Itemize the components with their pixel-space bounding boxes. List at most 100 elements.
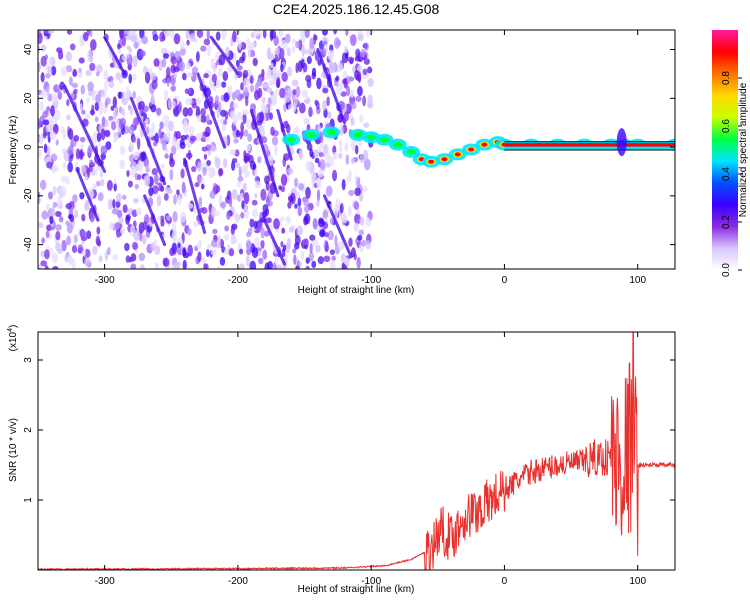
noise-speckle	[219, 202, 227, 209]
noise-speckle	[284, 95, 291, 103]
noise-speckle	[288, 226, 295, 233]
noise-speckle	[315, 100, 320, 110]
noise-speckle	[335, 198, 341, 210]
noise-speckle	[288, 90, 293, 98]
noise-speckle	[45, 230, 50, 239]
noise-speckle	[148, 196, 153, 206]
noise-speckle	[126, 45, 131, 51]
noise-speckle	[247, 227, 253, 235]
noise-speckle	[356, 215, 360, 225]
noise-speckle	[129, 140, 135, 153]
noise-speckle	[152, 141, 158, 147]
noise-streak	[143, 194, 167, 247]
noise-speckle	[241, 200, 245, 210]
noise-speckle	[279, 87, 286, 99]
noise-speckle	[89, 62, 96, 72]
noise-speckle	[360, 239, 367, 247]
noise-speckle	[222, 70, 229, 82]
noise-speckle	[179, 142, 186, 150]
signal-point	[326, 129, 337, 136]
noise-speckle	[50, 153, 58, 162]
noise-speckle	[303, 98, 311, 104]
noise-speckle	[280, 173, 288, 186]
noise-speckle	[353, 222, 360, 233]
noise-speckle	[205, 135, 210, 143]
noise-speckle	[367, 78, 374, 88]
noise-speckle	[41, 237, 46, 244]
noise-speckle	[350, 117, 355, 127]
noise-speckle	[206, 113, 210, 125]
noise-speckle	[238, 166, 242, 178]
noise-speckle	[73, 135, 80, 142]
noise-speckle	[188, 125, 195, 135]
noise-speckle	[349, 34, 357, 46]
noise-speckle	[283, 120, 289, 129]
noise-speckle	[163, 89, 169, 102]
noise-speckle	[103, 68, 109, 81]
noise-speckle	[244, 95, 249, 107]
noise-speckle	[40, 72, 45, 83]
noise-speckle	[198, 196, 203, 208]
noise-speckle	[104, 99, 109, 109]
noise-speckle	[160, 163, 165, 169]
noise-speckle	[209, 190, 216, 200]
noise-speckle	[60, 66, 67, 77]
noise-speckle	[80, 164, 87, 175]
noise-speckle	[107, 198, 113, 210]
noise-speckle	[96, 238, 100, 246]
noise-speckle	[95, 71, 100, 77]
noise-speckle	[77, 67, 83, 79]
noise-streak	[249, 108, 280, 198]
noise-speckle	[150, 104, 157, 113]
y-tick-label: 40	[23, 44, 34, 56]
noise-speckle	[278, 30, 284, 37]
noise-speckle	[242, 182, 247, 192]
noise-speckle	[343, 111, 349, 122]
noise-speckle	[65, 176, 70, 185]
noise-speckle	[49, 131, 56, 141]
noise-speckle	[166, 188, 174, 195]
noise-speckle	[292, 38, 296, 44]
noise-speckle	[231, 160, 236, 171]
noise-speckle	[211, 239, 218, 248]
noise-speckle	[261, 96, 266, 104]
noise-speckle	[93, 165, 98, 176]
noise-streak	[209, 35, 240, 76]
noise-speckle	[170, 56, 177, 65]
noise-speckle	[148, 187, 154, 197]
noise-speckle	[108, 222, 115, 230]
noise-speckle	[199, 207, 204, 213]
noise-speckle	[356, 207, 361, 216]
noise-speckle	[352, 65, 356, 74]
noise-speckle	[240, 82, 244, 91]
noise-speckle	[141, 234, 147, 245]
noise-speckle	[85, 70, 92, 77]
noise-speckle	[262, 204, 269, 213]
signal-point	[366, 134, 377, 141]
noise-speckle	[123, 30, 128, 35]
noise-speckle	[274, 47, 281, 56]
noise-speckle	[66, 99, 70, 107]
noise-speckle	[115, 72, 122, 80]
noise-speckle	[339, 202, 344, 214]
noise-speckle	[127, 180, 133, 188]
noise-speckle	[117, 209, 123, 219]
noise-speckle	[269, 30, 274, 42]
noise-speckle	[213, 182, 217, 193]
noise-speckle	[329, 62, 336, 74]
noise-speckle	[48, 56, 53, 66]
noise-speckle	[137, 174, 142, 181]
noise-speckle	[283, 153, 290, 161]
noise-speckle	[293, 177, 299, 188]
noise-speckle	[236, 180, 242, 188]
noise-speckle	[142, 220, 148, 231]
noise-speckle	[89, 212, 96, 223]
noise-speckle	[41, 210, 49, 220]
noise-speckle	[271, 136, 279, 146]
noise-speckle	[133, 197, 140, 204]
noise-speckle	[332, 169, 338, 182]
noise-speckle	[134, 183, 139, 190]
noise-speckle	[130, 165, 137, 178]
noise-speckle	[340, 91, 347, 97]
